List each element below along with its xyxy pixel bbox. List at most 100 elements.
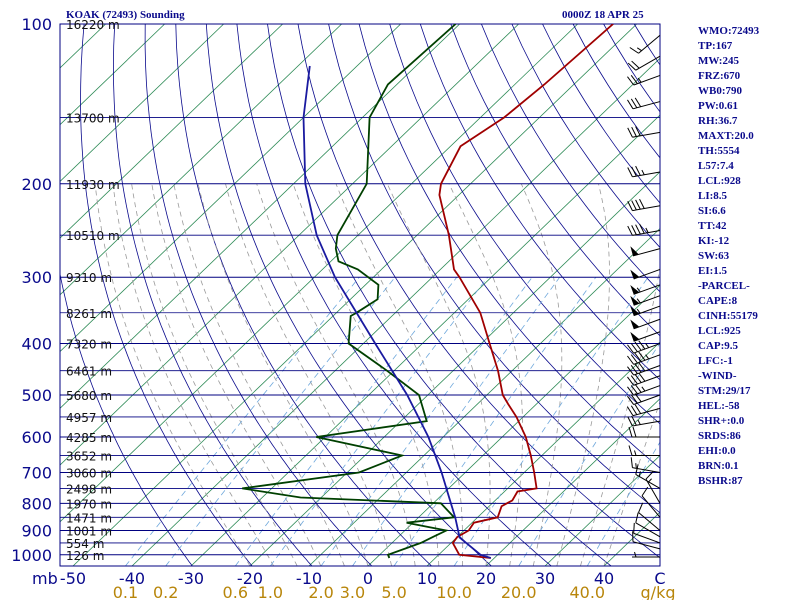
- mixing-ratio-tick-label: g/kg: [641, 583, 676, 600]
- wind-barb-half-feather: [637, 419, 641, 425]
- wind-barb-feather: [627, 225, 633, 236]
- isotherm-line: [60, 24, 224, 182]
- pressure-tick-label: 400: [21, 335, 52, 354]
- wind-barb: [635, 512, 661, 538]
- wind-barb-feather: [627, 376, 635, 386]
- temperature-tick-label: -30: [178, 569, 204, 588]
- wind-barb-staff: [632, 230, 661, 236]
- isotherm-line: [60, 24, 342, 296]
- wind-barb-flag: [630, 331, 640, 342]
- wind-barb-feather: [635, 224, 641, 235]
- mixing-ratio-line: [518, 342, 660, 566]
- index-item: CAP:9.5: [698, 340, 739, 352]
- index-item: TT:42: [698, 220, 727, 232]
- mixing-ratio-line: [234, 276, 458, 566]
- wind-barb-feather: [634, 404, 642, 414]
- wind-barb: [627, 165, 661, 178]
- dry-adiabat-lines: [60, 24, 660, 566]
- wind-barb-feather: [631, 200, 637, 211]
- index-item: HEL:-58: [698, 400, 740, 412]
- wind-barb-feather: [630, 354, 638, 364]
- height-label: 2498 m: [66, 482, 112, 496]
- moist-adiabat-line: [556, 183, 610, 566]
- wind-barb-feather: [635, 512, 639, 523]
- wind-barb: [632, 531, 661, 550]
- index-item: WMO:72493: [698, 25, 760, 37]
- dry-adiabat-line: [450, 24, 660, 337]
- wind-barb-feather: [628, 445, 633, 456]
- wind-barb-staff: [633, 354, 661, 365]
- moist-adiabat-line: [225, 183, 392, 566]
- pressure-tick-label: 900: [21, 521, 52, 540]
- wind-barb-feather: [630, 385, 638, 395]
- pressure-tick-label: 200: [21, 175, 52, 194]
- wind-barb: [627, 74, 661, 86]
- wind-barb-staff: [633, 74, 661, 86]
- wind-barb-feather: [638, 502, 644, 513]
- wind-barb-feather: [630, 405, 638, 415]
- wind-barb-feather: [628, 426, 633, 438]
- wind-barb: [627, 126, 661, 138]
- wind-barb-feather: [635, 126, 641, 137]
- isotherm-line: [72, 24, 637, 566]
- isotherm-line: [60, 24, 283, 239]
- index-item: -PARCEL-: [698, 280, 750, 292]
- temperature-tick-label: -40: [119, 569, 145, 588]
- wind-barb-feather: [634, 97, 642, 107]
- index-item: LCL:928: [698, 175, 741, 187]
- dry-adiabat-line: [60, 271, 193, 566]
- moist-adiabat-line: [256, 183, 416, 566]
- index-item: MAXT:20.0: [698, 130, 754, 142]
- height-label: 1970 m: [66, 497, 112, 511]
- index-item: TP:167: [698, 40, 733, 52]
- wind-barb-staff: [638, 34, 661, 54]
- isotherm-line: [60, 24, 460, 409]
- sounding-time: 0000Z 18 APR 25: [562, 9, 644, 21]
- moist-adiabat-line: [386, 183, 491, 566]
- wind-barb-feather: [631, 126, 637, 137]
- index-item: RH:36.7: [698, 115, 738, 127]
- moist-adiabat-line: [292, 183, 440, 566]
- wind-barb: [627, 372, 661, 386]
- mixing-ratio-line: [453, 276, 649, 566]
- index-item: BRN:0.1: [698, 460, 739, 472]
- height-label: 6461 m: [66, 365, 112, 379]
- wind-barb-staff: [635, 522, 661, 538]
- wind-barb-staff: [635, 55, 661, 71]
- wind-barb-staff: [638, 512, 661, 531]
- index-item: BSHR:87: [698, 475, 743, 487]
- isotherm-line: [0, 24, 47, 566]
- dry-adiabat-line: [112, 24, 313, 566]
- wind-barb: [627, 223, 661, 236]
- wind-barb: [630, 331, 661, 342]
- moist-adiabat-line: [173, 183, 345, 566]
- dry-adiabat-line: [267, 24, 612, 566]
- wind-barb-staff: [641, 495, 661, 518]
- wind-barb: [632, 551, 660, 558]
- height-label: 11930 m: [66, 178, 120, 192]
- dry-adiabat-line: [205, 24, 492, 566]
- wind-barb-feather: [631, 60, 640, 69]
- mixing-ratio-line: [393, 276, 597, 566]
- index-item: SI:6.6: [698, 205, 726, 217]
- wind-barb-flag: [630, 295, 640, 306]
- wind-barb-feather: [634, 383, 642, 393]
- wind-barb: [627, 362, 661, 376]
- temperature-tick-label: 10: [417, 569, 437, 588]
- dry-adiabat-line: [481, 24, 660, 293]
- wind-barb-feather: [638, 372, 646, 382]
- sounding-traces: [242, 24, 614, 559]
- height-label: 3060 m: [66, 467, 112, 481]
- height-label: 4285 m: [66, 431, 112, 445]
- wind-barb-feather: [633, 522, 635, 534]
- wind-barb: [633, 522, 661, 544]
- index-item: WB0:790: [698, 85, 742, 97]
- wind-barb: [630, 318, 661, 330]
- wind-barb: [628, 445, 660, 456]
- wind-barb-feather: [638, 340, 646, 350]
- wind-barb-feather: [639, 198, 645, 209]
- index-item: LCL:925: [698, 325, 741, 337]
- moist-adiabat-line: [197, 183, 369, 566]
- height-label: 10510 m: [66, 229, 120, 243]
- index-item: SHR+:0.0: [698, 415, 745, 427]
